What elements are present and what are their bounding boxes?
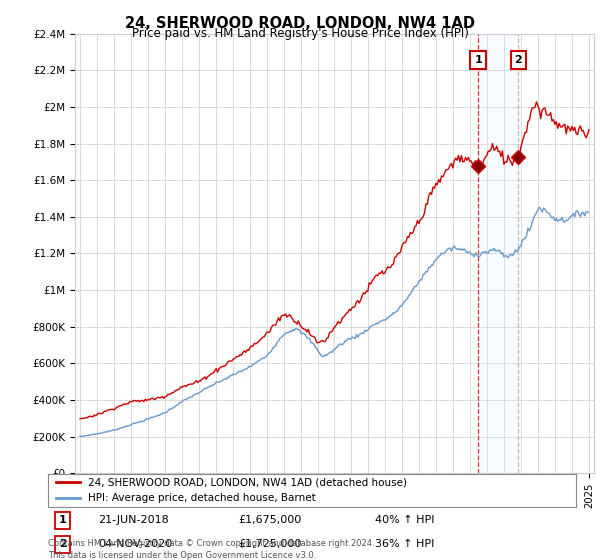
Text: 04-NOV-2020: 04-NOV-2020 bbox=[98, 539, 172, 549]
Text: £1,725,000: £1,725,000 bbox=[238, 539, 301, 549]
Text: 1: 1 bbox=[474, 55, 482, 65]
Text: 24, SHERWOOD ROAD, LONDON, NW4 1AD (detached house): 24, SHERWOOD ROAD, LONDON, NW4 1AD (deta… bbox=[88, 478, 407, 487]
Text: 1: 1 bbox=[59, 515, 67, 525]
Text: 36% ↑ HPI: 36% ↑ HPI bbox=[376, 539, 435, 549]
Text: £1,675,000: £1,675,000 bbox=[238, 515, 301, 525]
Text: 2: 2 bbox=[514, 55, 522, 65]
Text: 21-JUN-2018: 21-JUN-2018 bbox=[98, 515, 169, 525]
Text: 24, SHERWOOD ROAD, LONDON, NW4 1AD: 24, SHERWOOD ROAD, LONDON, NW4 1AD bbox=[125, 16, 475, 31]
Text: Contains HM Land Registry data © Crown copyright and database right 2024.
This d: Contains HM Land Registry data © Crown c… bbox=[48, 539, 374, 560]
Text: HPI: Average price, detached house, Barnet: HPI: Average price, detached house, Barn… bbox=[88, 493, 316, 503]
Text: 2: 2 bbox=[59, 539, 67, 549]
Text: 40% ↑ HPI: 40% ↑ HPI bbox=[376, 515, 435, 525]
Text: Price paid vs. HM Land Registry's House Price Index (HPI): Price paid vs. HM Land Registry's House … bbox=[131, 27, 469, 40]
Bar bbox=[478, 34, 518, 473]
